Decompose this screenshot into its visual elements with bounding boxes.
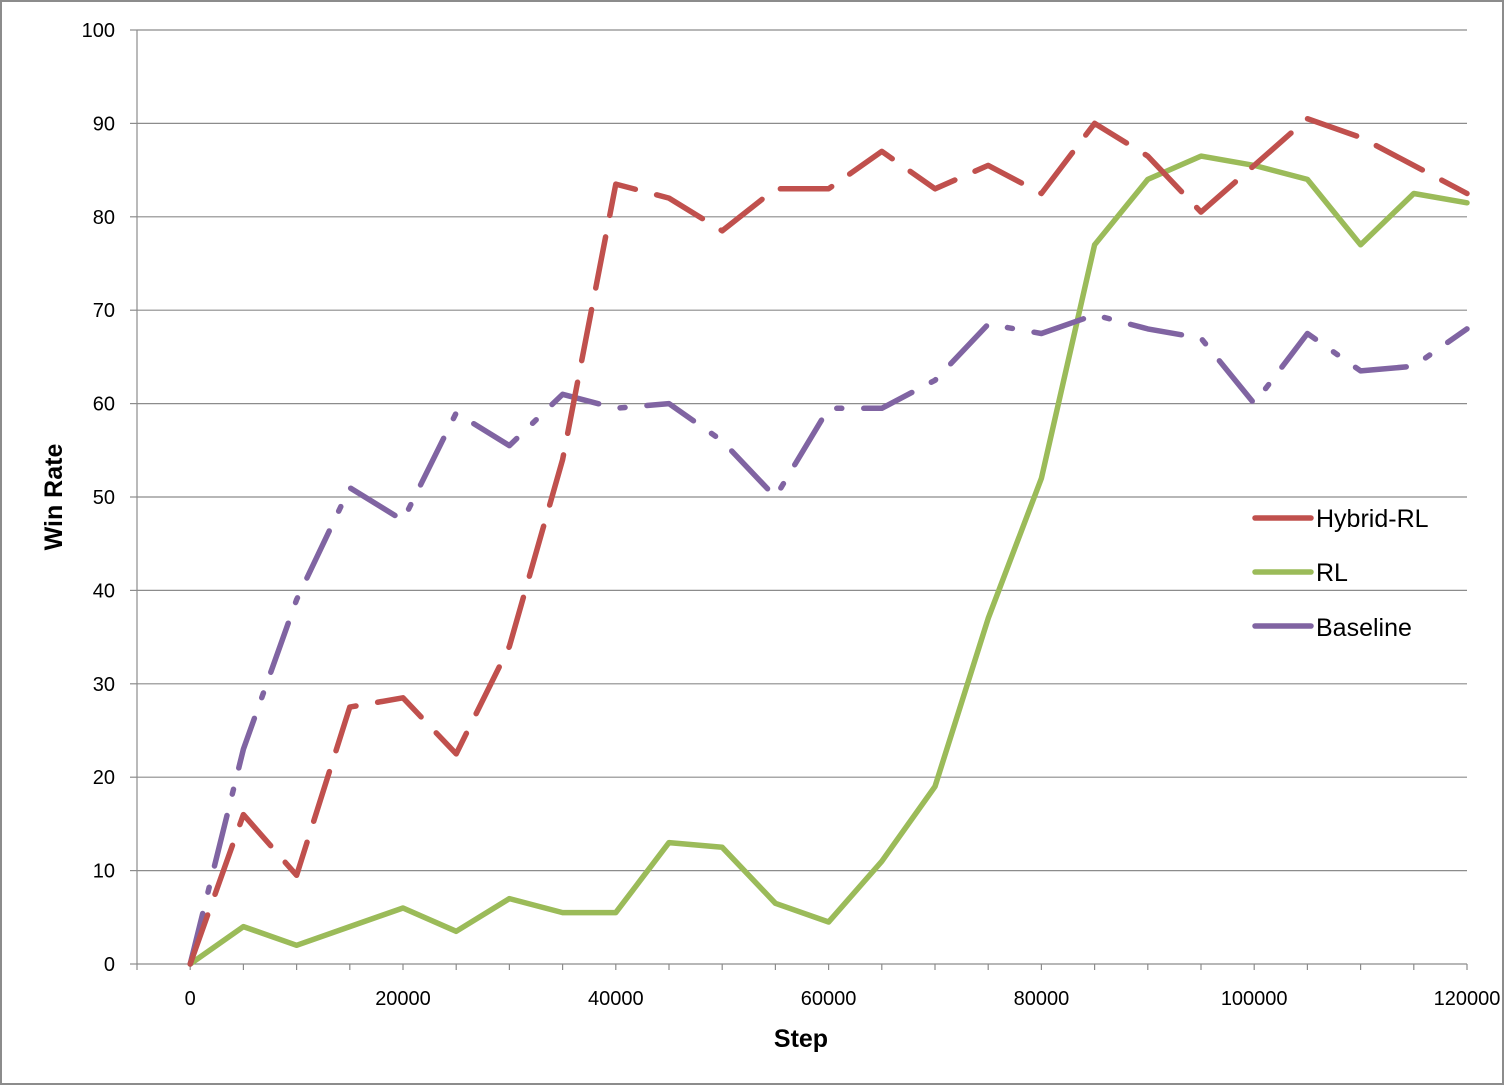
y-tick-label: 60 (93, 394, 115, 416)
x-tick-label: 0 (185, 988, 196, 1010)
y-tick-label: 80 (93, 207, 115, 229)
legend-item-hybrid-rl: Hybrid-RL (1252, 505, 1429, 533)
x-tick-label: 120000 (1434, 988, 1501, 1010)
y-axis-title: Win Rate (40, 444, 68, 551)
x-tick-label: 40000 (588, 988, 644, 1010)
x-tick-labels: 0 20000 40000 60000 80000 100000 120000 (185, 988, 1501, 1010)
legend-item-rl: RL (1252, 559, 1348, 587)
y-tick-label: 40 (93, 580, 115, 602)
gridlines (137, 29, 1467, 872)
legend: Hybrid-RL RL Baseline (1252, 505, 1429, 642)
y-tick-label: 20 (93, 767, 115, 789)
y-tick-label: 30 (93, 674, 115, 696)
x-tick-label: 60000 (801, 988, 857, 1010)
x-tick-label: 20000 (375, 988, 431, 1010)
y-tick-labels: 0 10 20 30 40 50 60 70 80 90 100 (82, 20, 115, 976)
y-tick-label: 10 (93, 861, 115, 883)
axes (130, 29, 1468, 970)
y-tick-label: 50 (93, 487, 115, 509)
legend-label-rl: RL (1316, 559, 1348, 587)
x-tick-label: 100000 (1221, 988, 1288, 1010)
legend-label-hybrid-rl: Hybrid-RL (1316, 505, 1429, 533)
y-tick-label: 100 (82, 20, 115, 42)
y-tick-label: 0 (104, 954, 115, 976)
series-line-baseline (187, 312, 1470, 967)
x-axis-title: Step (774, 1025, 828, 1053)
y-tick-label: 90 (93, 113, 115, 135)
legend-item-baseline: Baseline (1252, 614, 1412, 642)
x-tick-label: 80000 (1014, 988, 1070, 1010)
legend-label-baseline: Baseline (1316, 614, 1412, 642)
series-lines (187, 115, 1470, 967)
series-line-hybrid-rl (187, 115, 1470, 967)
y-tick-label: 70 (93, 300, 115, 322)
series-line-rl (187, 153, 1470, 967)
